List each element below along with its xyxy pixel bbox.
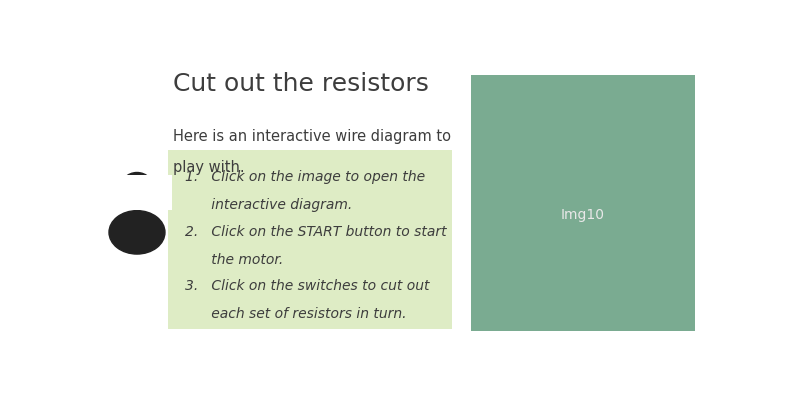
- Ellipse shape: [119, 173, 155, 207]
- Text: 3.   Click on the switches to cut out: 3. Click on the switches to cut out: [185, 279, 430, 294]
- Text: interactive diagram.: interactive diagram.: [185, 198, 352, 212]
- Text: Here is an interactive wire diagram to: Here is an interactive wire diagram to: [172, 129, 451, 144]
- Text: Cut out the resistors: Cut out the resistors: [172, 72, 429, 96]
- Text: 1.   Click on the image to open the: 1. Click on the image to open the: [185, 170, 426, 184]
- Ellipse shape: [109, 211, 165, 254]
- FancyBboxPatch shape: [471, 74, 696, 331]
- Text: each set of resistors in turn.: each set of resistors in turn.: [185, 307, 406, 321]
- FancyBboxPatch shape: [168, 151, 452, 329]
- FancyBboxPatch shape: [102, 175, 172, 210]
- Text: the motor.: the motor.: [185, 253, 284, 267]
- Text: Img10: Img10: [561, 208, 605, 222]
- Text: 2.   Click on the START button to start: 2. Click on the START button to start: [185, 225, 447, 239]
- Text: play with.: play with.: [172, 160, 244, 175]
